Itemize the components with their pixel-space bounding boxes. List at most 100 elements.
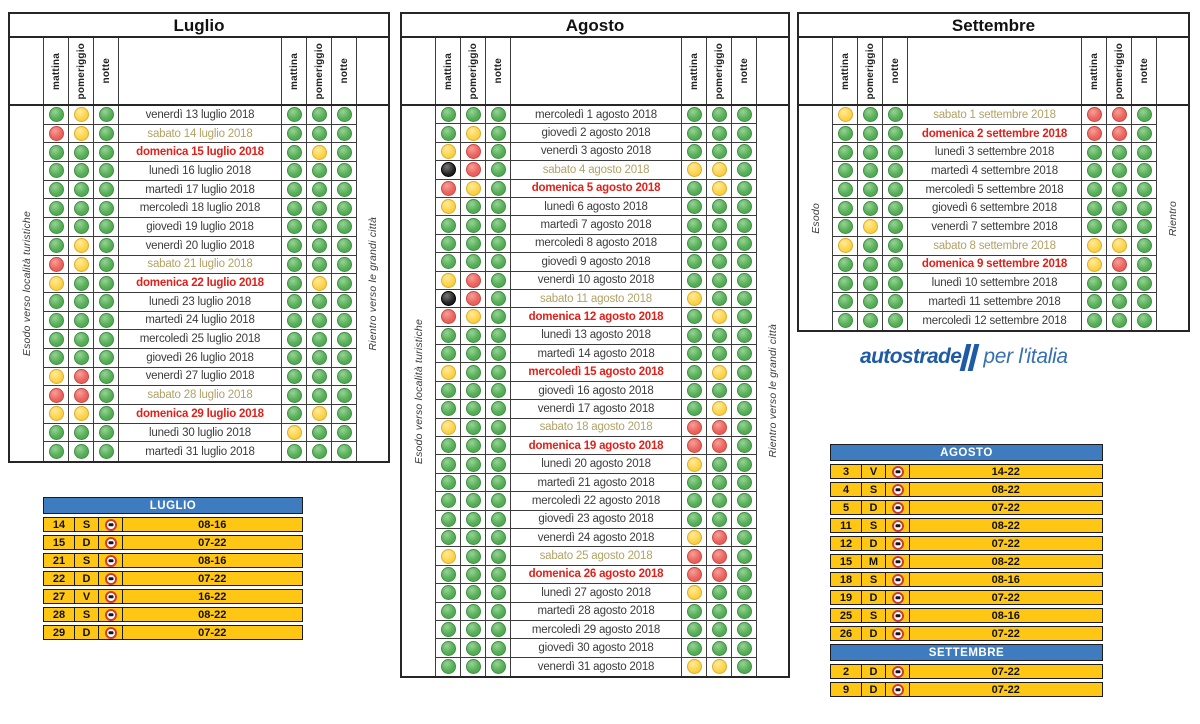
traffic-dot-green xyxy=(98,238,114,254)
esodo-dot-cell xyxy=(69,330,94,348)
traffic-dot-green xyxy=(1136,126,1152,142)
traffic-dot-green xyxy=(837,313,853,329)
traffic-dot-red xyxy=(711,530,727,546)
date-label: mercoledì 18 luglio 2018 xyxy=(119,199,282,218)
header-cell-empty xyxy=(402,38,436,104)
esodo-dot-cell xyxy=(858,199,883,218)
esodo-dot-cell xyxy=(436,547,461,565)
day-row: venerdì 17 agosto 2018 xyxy=(436,400,757,419)
traffic-dot-green xyxy=(73,425,89,441)
traffic-dot-green xyxy=(465,419,481,435)
rientro-dot-cell xyxy=(732,473,757,492)
esodo-dot-cell xyxy=(461,253,486,271)
traffic-dot-red xyxy=(686,419,702,435)
esodo-dot-cell xyxy=(69,311,94,330)
traffic-dot-yellow xyxy=(711,364,727,380)
esodo-dot-cell xyxy=(69,348,94,367)
date-label: venerdì 3 agosto 2018 xyxy=(511,142,682,161)
rientro-dot-cell xyxy=(682,565,707,584)
rientro-dot-cell xyxy=(1082,292,1107,311)
esodo-dot-cell xyxy=(883,124,908,143)
day-row: venerdì 20 luglio 2018 xyxy=(44,236,357,256)
ban-day-number: 18 xyxy=(830,572,862,587)
rientro-dot-cell xyxy=(707,437,732,455)
ban-row: 28 S 08-22 xyxy=(43,607,303,622)
traffic-dot-green xyxy=(686,180,702,196)
esodo-dot-cell xyxy=(436,124,461,142)
traffic-dot-green xyxy=(736,254,752,270)
rientro-dot-cell xyxy=(732,639,757,657)
rientro-dot-cell xyxy=(1082,274,1107,292)
esodo-dot-cell xyxy=(858,255,883,274)
date-label: mercoledì 29 agosto 2018 xyxy=(511,620,682,639)
date-label: mercoledì 25 luglio 2018 xyxy=(119,330,282,348)
truck-ban-table-luglio: LUGLIO 14 S 08-16 15 D 07-22 21 S 08-16 22 D 07-22 27… xyxy=(43,497,303,640)
ban-day-number: 3 xyxy=(830,464,862,479)
rientro-dot-cell xyxy=(282,180,307,199)
traffic-dot-green xyxy=(465,603,481,619)
rientro-dot-cell xyxy=(1082,106,1107,124)
day-row: venerdì 24 agosto 2018 xyxy=(436,528,757,548)
month-table-agosto: Agosto mattina pomeriggio notte mattina pome… xyxy=(400,12,790,679)
esodo-label: Esodo verso località turistiche xyxy=(412,318,425,464)
traffic-dot-green xyxy=(286,406,302,422)
traffic-dot-yellow xyxy=(440,272,456,288)
ban-table-header-settembre: SETTEMBRE xyxy=(830,644,1103,661)
traffic-dot-green xyxy=(1111,182,1127,198)
date-label: lunedì 3 settembre 2018 xyxy=(908,143,1082,162)
rientro-dot-cell xyxy=(332,180,357,199)
traffic-dot-green xyxy=(465,346,481,362)
traffic-dot-green xyxy=(311,163,327,179)
traffic-dot-green xyxy=(465,199,481,215)
date-label: venerdì 17 agosto 2018 xyxy=(511,400,682,418)
rientro-dot-cell xyxy=(332,311,357,330)
traffic-dot-green xyxy=(336,331,352,347)
rientro-dot-cell xyxy=(707,473,732,492)
esodo-dot-cell xyxy=(833,292,858,311)
traffic-dot-green xyxy=(490,530,506,546)
ban-day-letter: S xyxy=(860,518,887,533)
esodo-dot-cell xyxy=(486,565,511,584)
column-header-notte: notte xyxy=(492,58,504,84)
rientro-dot-cell xyxy=(682,308,707,326)
traffic-dot-green xyxy=(286,312,302,328)
date-label: domenica 19 agosto 2018 xyxy=(511,437,682,455)
date-label: lunedì 10 settembre 2018 xyxy=(908,274,1082,292)
esodo-dot-cell xyxy=(461,161,486,179)
esodo-dot-cell xyxy=(461,602,486,620)
esodo-dot-cell xyxy=(69,218,94,236)
ban-table-header-agosto: AGOSTO xyxy=(830,444,1103,461)
date-label: domenica 2 settembre 2018 xyxy=(908,124,1082,143)
traffic-dot-green xyxy=(98,387,114,403)
esodo-dot-cell xyxy=(883,236,908,255)
esodo-dot-cell xyxy=(858,218,883,236)
traffic-dot-green xyxy=(862,200,878,216)
traffic-dot-red xyxy=(48,256,64,272)
traffic-dot-green xyxy=(440,254,456,270)
rientro-dot-cell xyxy=(682,363,707,381)
date-label: sabato 11 agosto 2018 xyxy=(511,289,682,308)
day-row: sabato 25 agosto 2018 xyxy=(436,547,757,566)
ban-row: 26 D 07-22 xyxy=(830,626,1103,641)
rientro-dot-cell xyxy=(1082,124,1107,143)
ban-hours: 08-22 xyxy=(908,554,1103,569)
traffic-dot-green xyxy=(98,107,114,123)
esodo-dot-cell xyxy=(461,345,486,363)
rientro-dot-cell xyxy=(732,565,757,584)
truck-ban-sign-icon xyxy=(891,665,904,678)
esodo-dot-cell xyxy=(461,418,486,437)
rientro-dot-cell xyxy=(707,418,732,437)
truck-ban-table-agosto-settembre: AGOSTO 3 V 14-22 4 S 08-22 5 D 07-22 11 S 08-22 12 D 07… xyxy=(830,444,1103,697)
ban-hours: 07-22 xyxy=(908,682,1103,697)
traffic-dot-green xyxy=(48,425,64,441)
traffic-dot-green xyxy=(1136,256,1152,272)
esodo-dot-cell xyxy=(461,363,486,381)
esodo-dot-cell xyxy=(883,180,908,199)
traffic-dot-green xyxy=(98,182,114,198)
traffic-dot-green xyxy=(98,144,114,160)
traffic-dot-green xyxy=(48,294,64,310)
traffic-dot-green xyxy=(311,182,327,198)
traffic-dot-yellow xyxy=(1111,238,1127,254)
esodo-dot-cell xyxy=(833,218,858,236)
rientro-dot-cell xyxy=(1132,143,1157,162)
